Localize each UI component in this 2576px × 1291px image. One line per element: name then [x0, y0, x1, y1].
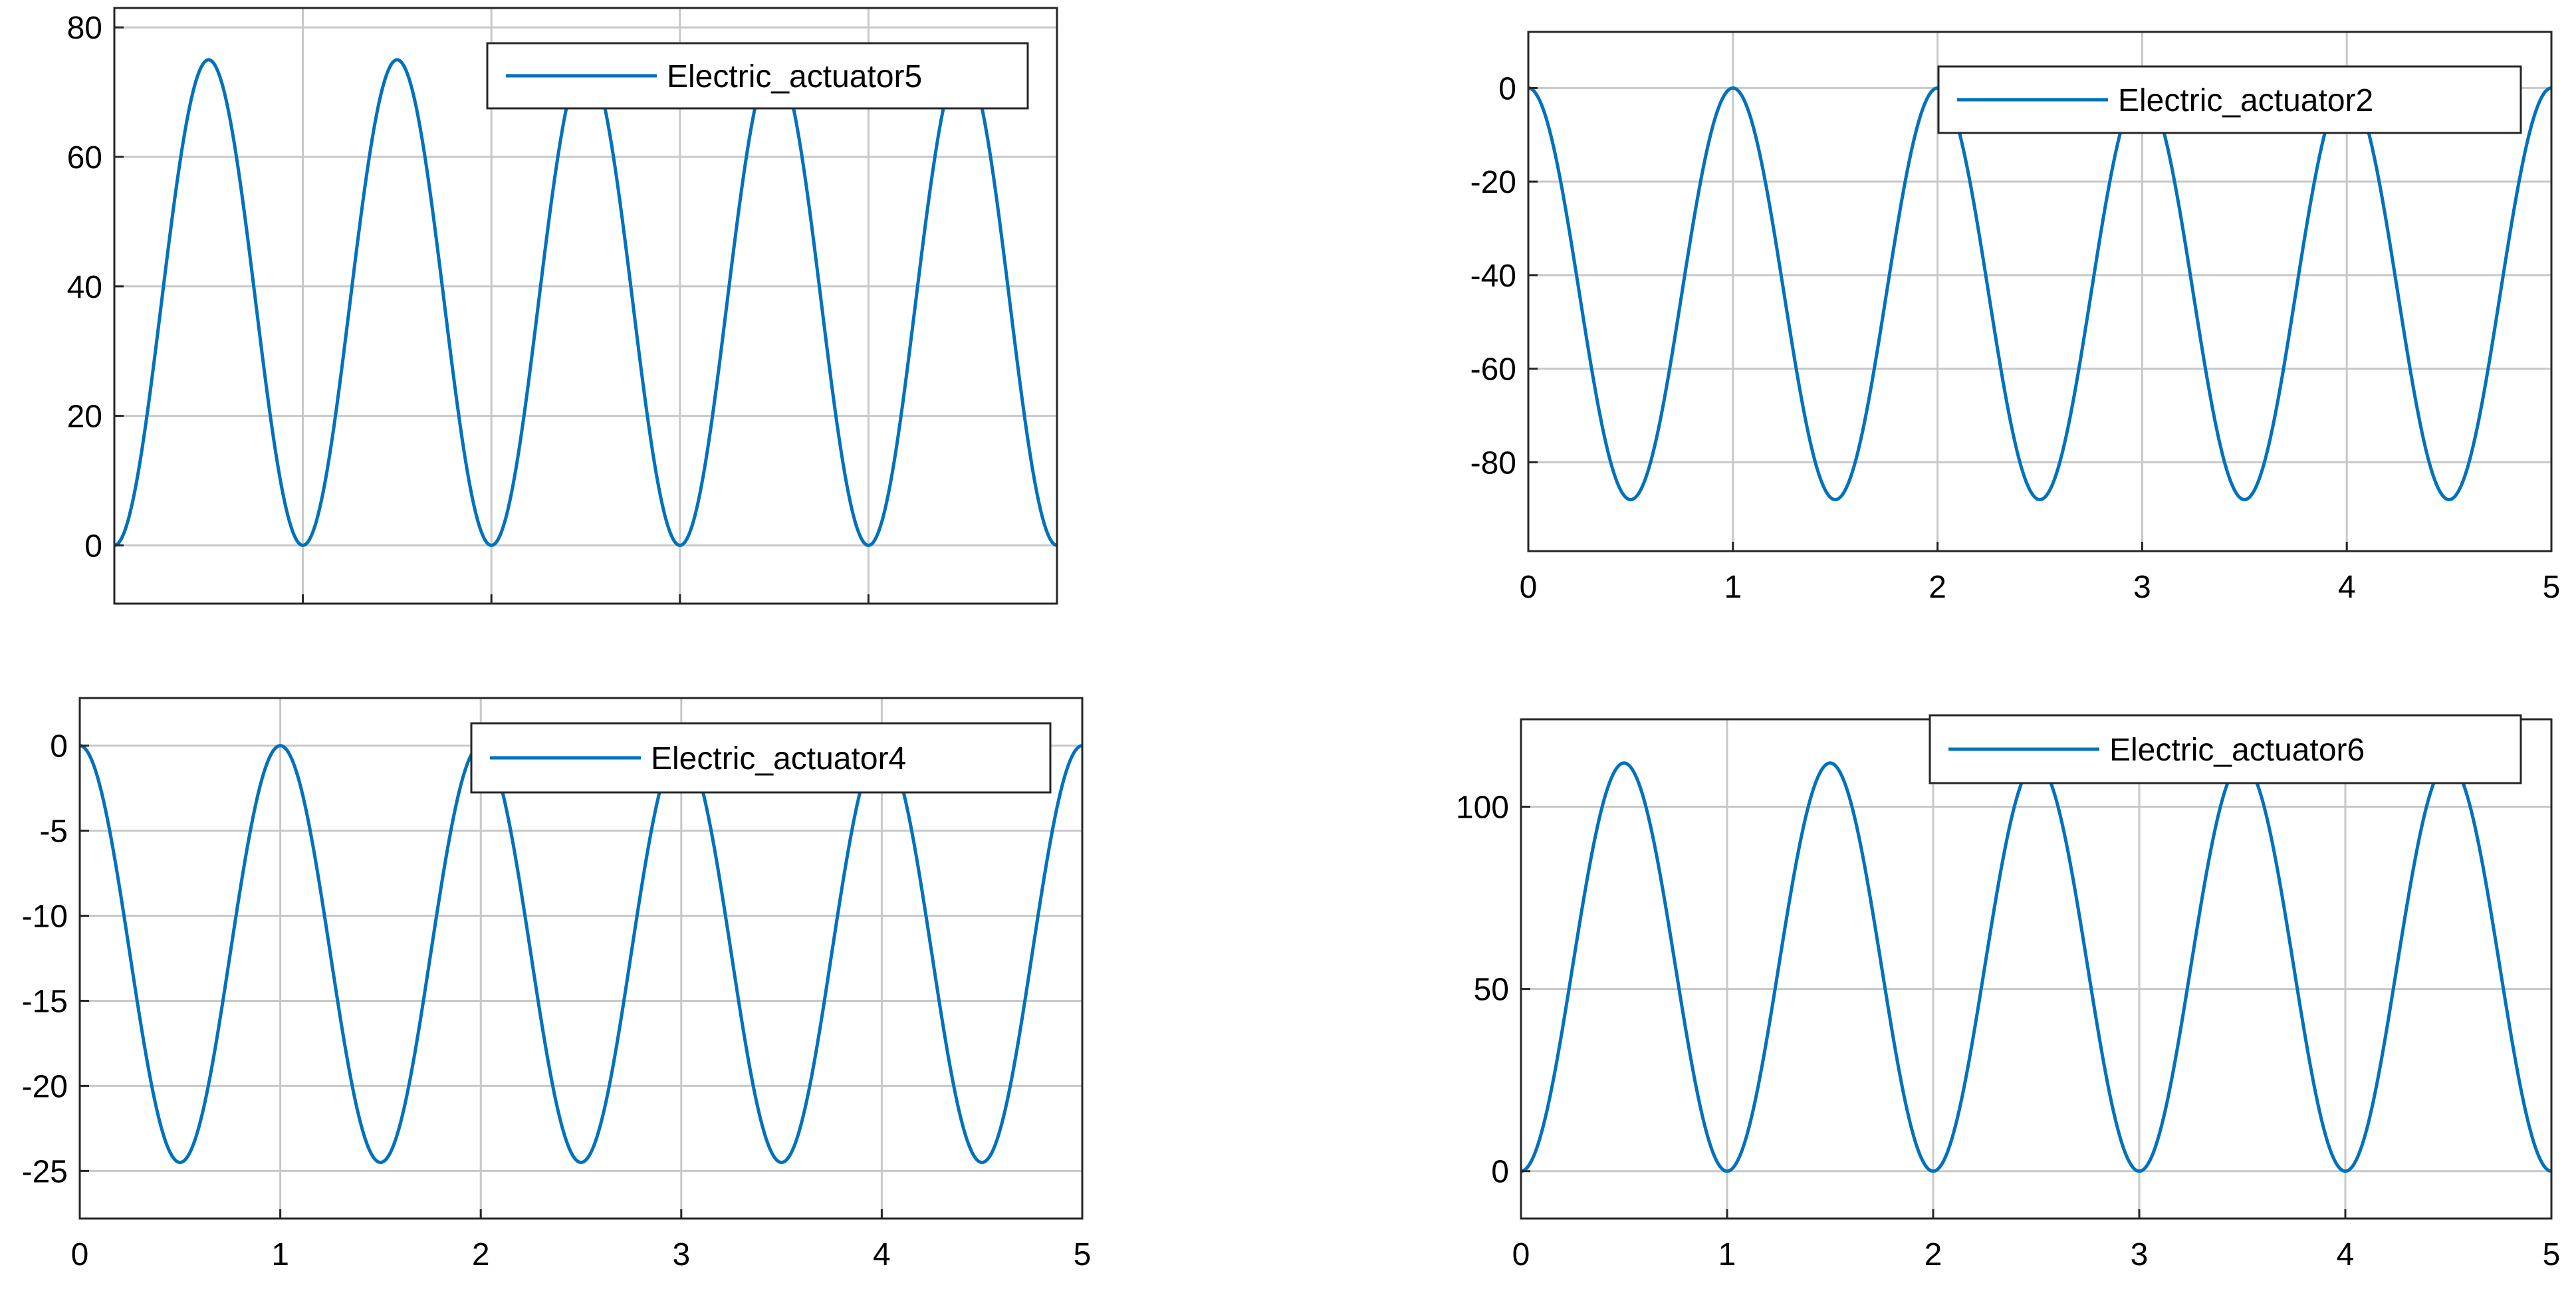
x-tick-label: 4 [2337, 1237, 2355, 1272]
x-tick-label: 2 [1929, 570, 1946, 605]
y-tick-label: -20 [22, 1069, 68, 1104]
y-tick-label: 80 [67, 11, 102, 46]
x-tick-label: 4 [873, 1237, 891, 1272]
subplot-bottom-left: 0 -5 -10 -15 -20 -25 0 1 2 3 4 5 Electric_actuator4 [22, 697, 1092, 1272]
legend-label: Electric_actuator5 [667, 59, 922, 94]
legend-label: Electric_actuator6 [2109, 733, 2365, 768]
y-tick-label: -20 [1470, 165, 1516, 200]
series-line-Electric_actuator2 [1527, 86, 2553, 502]
axes-border [78, 697, 1084, 1220]
x-tick-label: 1 [271, 1237, 289, 1272]
subplot-top-right: 0 -20 -40 -60 -80 0 1 2 3 4 5 Electric_actuator2 [1470, 31, 2561, 605]
x-tick-label: 2 [472, 1237, 490, 1272]
axes-border [1527, 31, 2553, 552]
x-tick-label: 0 [71, 1237, 89, 1272]
x-tick-label: 0 [1512, 1237, 1530, 1272]
series-line-Electric_actuator4 [78, 744, 1084, 1165]
legend-label: Electric_actuator4 [651, 741, 906, 776]
y-tick-label: -40 [1470, 259, 1516, 294]
subplot-top-left: 0 20 40 60 80 Electric_actuator5 [67, 7, 1058, 605]
y-tick-label: 0 [1498, 71, 1516, 106]
y-tick-label: -60 [1470, 352, 1516, 388]
legend: Electric_actuator6 [1929, 714, 2522, 784]
legend: Electric_actuator5 [486, 42, 1029, 110]
x-tick-label: 5 [2543, 570, 2561, 605]
subplot-bottom-right: 0 50 100 0 1 2 3 4 5 Electric_actuator6 [1456, 714, 2561, 1272]
y-tick-label: -15 [22, 984, 68, 1019]
y-tick-label: 0 [1491, 1155, 1509, 1190]
x-tick-label: 3 [672, 1237, 690, 1272]
y-tick-label: -25 [22, 1154, 68, 1189]
y-tick-label: -80 [1470, 445, 1516, 481]
y-tick-label: 100 [1456, 790, 1509, 826]
x-tick-label: 1 [1718, 1237, 1736, 1272]
axes-border [113, 7, 1058, 605]
x-tick-label: 2 [1925, 1237, 1942, 1272]
y-tick-label: 60 [67, 140, 102, 176]
y-tick-label: 0 [50, 729, 68, 764]
y-tick-label: 40 [67, 270, 102, 305]
y-tick-label: 50 [1474, 973, 1509, 1008]
y-tick-label: 20 [67, 400, 102, 435]
plot-area [1521, 719, 2551, 1219]
y-tick-label: -10 [22, 899, 68, 935]
y-tick-label: 0 [84, 528, 102, 564]
x-tick-label: 5 [1074, 1237, 1092, 1272]
x-tick-label: 3 [2133, 570, 2151, 605]
legend: Electric_actuator4 [470, 722, 1052, 794]
legend: Electric_actuator2 [1937, 65, 2522, 134]
x-tick-label: 4 [2338, 570, 2356, 605]
x-tick-label: 1 [1724, 570, 1742, 605]
x-tick-label: 5 [2543, 1237, 2561, 1272]
x-tick-label: 0 [1520, 570, 1538, 605]
y-tick-label: -5 [39, 814, 68, 850]
legend-label: Electric_actuator2 [2118, 83, 2373, 118]
x-tick-label: 3 [2131, 1237, 2149, 1272]
